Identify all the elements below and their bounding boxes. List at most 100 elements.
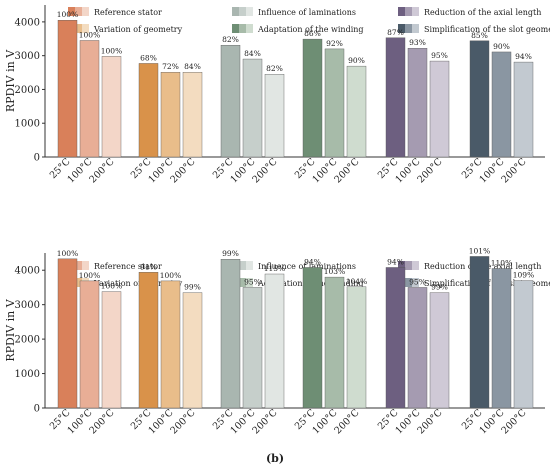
legend-swatch [405,24,412,33]
legend-swatch [232,24,239,33]
x-tick-label: 200°C [416,407,445,436]
bar [324,48,345,158]
bar-data-label: 100% [57,249,78,258]
y-tick-label: 0 [34,153,40,164]
bar-data-label: 92% [326,39,343,48]
bar-data-label: 100% [101,282,122,291]
bar-data-label: 100% [57,10,78,19]
bar-data-label: 82% [266,64,283,73]
bar [469,40,490,158]
legend-swatch [239,24,246,33]
legend-swatch [405,261,412,270]
bar-data-label: 84% [244,49,261,58]
bar [220,44,241,158]
bar [385,267,406,409]
legend-swatch [68,7,75,16]
bar-data-label: 87% [387,28,404,37]
bar [242,58,263,158]
legend-swatch [82,7,89,16]
bar-data-label: 68% [140,53,157,62]
legend-swatch [239,7,246,16]
x-tick-label: 200°C [251,407,280,436]
legend-swatch [82,24,89,33]
legend-swatch [405,7,412,16]
x-tick-label: 200°C [333,156,362,185]
bar [101,56,122,158]
bar-data-label: 101% [469,246,490,255]
legend-swatch [398,24,405,33]
bar-data-label: 109% [513,271,534,280]
legend-swatch [239,278,246,287]
bar [264,273,285,409]
y-tick-label: 1000 [15,119,40,130]
legend-swatch [75,261,82,270]
y-tick-label: 0 [34,404,40,415]
bar-data-label: 103% [324,267,345,276]
legend-swatch [246,24,253,33]
legend-swatch [412,261,419,270]
bar-data-label: 95% [244,277,261,286]
bar-data-label: 110% [491,259,512,268]
bar-data-label: 100% [101,46,122,55]
y-tick-label: 3000 [15,51,40,62]
x-tick-label: 200°C [169,156,198,185]
bar-data-label: 82% [222,35,239,44]
bar-data-label: 94% [515,52,532,61]
legend-entry: Reduction of the axial length [424,8,541,17]
x-tick-label: 200°C [88,407,117,436]
y-tick-label: 4000 [15,266,40,277]
bar [264,74,285,158]
bar-data-label: 94% [304,257,321,266]
legend-entry: Reference stator [94,262,162,271]
y-tick-label: 1000 [15,369,40,380]
bar [302,38,323,158]
legend-swatch [75,278,82,287]
legend-entry: Reference stator [94,8,162,17]
chart-panel-b: 0 1000 2000 3000 4000 RPDIV in V Reference sta… [4,246,550,465]
x-tick-label: 200°C [169,407,198,436]
bar [429,292,450,409]
x-tick-label: 200°C [88,156,117,185]
bar-data-label: 100% [160,271,181,280]
bar-data-label: 90% [493,42,510,51]
bar [491,268,512,409]
legend-swatch [405,278,412,287]
y-tick-label: 3000 [15,300,40,311]
legend-entry: Adaptation of the winding [257,25,364,34]
legend-swatch [232,7,239,16]
bar-data-label: 85% [471,31,488,40]
bar [346,65,367,158]
bar [182,292,203,409]
legend-swatch [246,261,253,270]
x-tick-label: 200°C [333,407,362,436]
y-axis-label: RPDIV in V [4,49,17,112]
bar-data-label: 95% [409,277,426,286]
bar-data-label: 115% [264,264,285,273]
legend-swatch [412,7,419,16]
legend-entry: Influence of laminations [258,262,356,271]
bar [79,280,100,409]
legend-swatch [75,24,82,33]
y-tick-label: 2000 [15,335,40,346]
legend-swatch [75,7,82,16]
bar [302,267,323,409]
bar [407,287,428,409]
bar-data-label: 99% [184,283,201,292]
bar-data-label: 72% [162,62,179,71]
bar [220,259,241,409]
bar [242,287,263,409]
legend-swatch [398,7,405,16]
legend-swatch [82,261,89,270]
bar-data-label: 94% [387,257,404,266]
bar-data-label: 100% [79,30,100,39]
bar [491,51,512,158]
bar [138,272,159,409]
x-tick-label: 200°C [500,156,529,185]
bar-data-label: 99% [222,249,239,258]
legend-swatch [239,261,246,270]
bar [513,280,534,409]
bar-data-label: 90% [348,56,365,65]
legend-swatch [412,24,419,33]
y-axis-label: RPDIV in V [4,298,17,361]
legend-entry: Variation of geometry [93,279,183,288]
